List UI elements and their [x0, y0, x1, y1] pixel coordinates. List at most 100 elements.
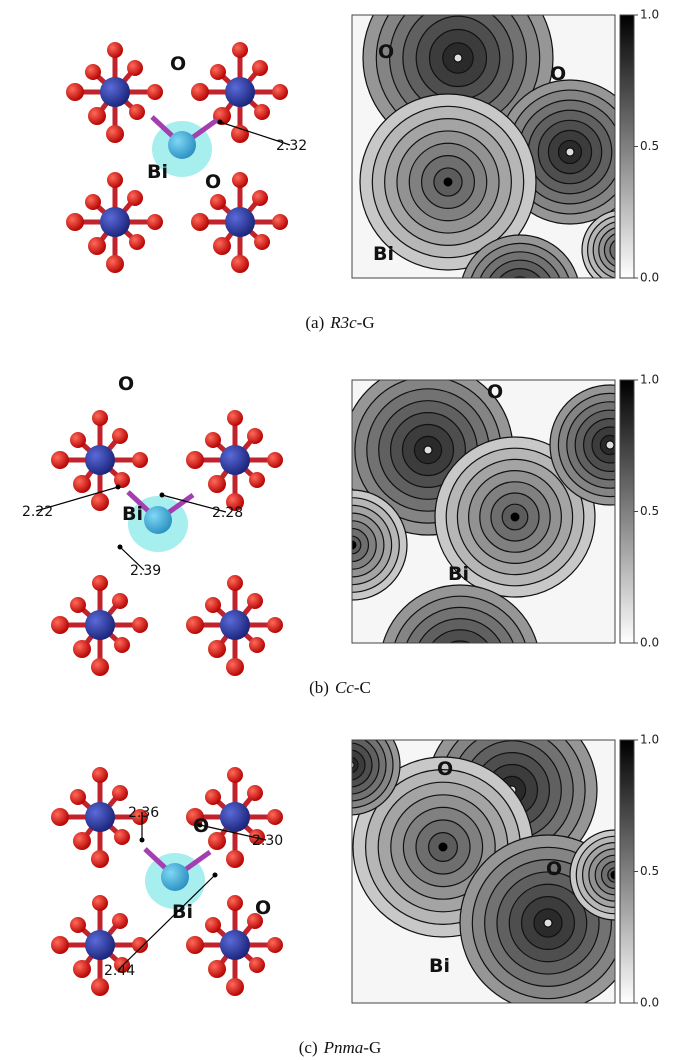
- oxygen-atom: [205, 432, 221, 448]
- oxygen-atom: [112, 785, 128, 801]
- oxygen-atom: [247, 593, 263, 609]
- oxygen-atom: [231, 125, 249, 143]
- oxygen-atom: [73, 640, 91, 658]
- oxygen-atom: [51, 451, 69, 469]
- oxygen-atom: [227, 895, 243, 911]
- oxygen-atom: [70, 597, 86, 613]
- contour-map: [300, 705, 660, 1011]
- leader-dot: [218, 120, 223, 125]
- atom-label: Bi: [172, 901, 193, 923]
- caption-label: (c): [299, 1038, 318, 1057]
- oxygen-atom: [147, 84, 163, 100]
- colorbar: [620, 15, 634, 278]
- oxygen-atom: [129, 104, 145, 120]
- b-atom: [85, 930, 115, 960]
- map-label: O: [550, 63, 566, 85]
- caption: (a)R3c-G: [305, 313, 374, 332]
- oxygen-atom: [186, 451, 204, 469]
- atom-label: Bi: [147, 161, 168, 183]
- colorbar: [620, 740, 634, 1003]
- figure: OBiO2.32OOBi0.00.51.0(a)R3c-GOBi2.222.28…: [0, 0, 681, 1060]
- atom-label: O: [170, 53, 186, 75]
- oxygen-atom: [107, 172, 123, 188]
- oxygen-atom: [232, 172, 248, 188]
- contour-core: [454, 54, 462, 62]
- colorbar-tick-label: 0.5: [640, 864, 659, 878]
- oxygen-atom: [247, 785, 263, 801]
- oxygen-atom: [70, 917, 86, 933]
- oxygen-atom: [210, 194, 226, 210]
- oxygen-atom: [88, 107, 106, 125]
- oxygen-atom: [205, 917, 221, 933]
- oxygen-atom: [191, 213, 209, 231]
- oxygen-atom: [272, 214, 288, 230]
- atom-label: O: [205, 171, 221, 193]
- oxygen-atom: [226, 658, 244, 676]
- colorbar-tick-label: 0.0: [640, 271, 659, 285]
- atom-label: O: [118, 373, 134, 395]
- oxygen-atom: [107, 42, 123, 58]
- oxygen-atom: [227, 767, 243, 783]
- oxygen-atom: [85, 64, 101, 80]
- contour: [335, 750, 365, 780]
- oxygen-atom: [91, 978, 109, 996]
- oxygen-atom: [127, 60, 143, 76]
- map-label: O: [546, 858, 562, 880]
- contour: [342, 757, 358, 773]
- caption: (b)Cc-C: [309, 678, 371, 697]
- oxygen-atom: [226, 978, 244, 996]
- oxygen-atom: [227, 410, 243, 426]
- distance-label: 2.28: [212, 505, 243, 521]
- oxygen-atom: [114, 829, 130, 845]
- atom-label: O: [255, 897, 271, 919]
- bi-atom: [144, 506, 172, 534]
- leader-dot: [213, 873, 218, 878]
- leader-dot: [160, 493, 165, 498]
- b-atom: [220, 802, 250, 832]
- b-atom: [85, 445, 115, 475]
- contour: [510, 285, 529, 304]
- map-label: O: [378, 41, 394, 63]
- b-atom: [85, 802, 115, 832]
- map-label: Bi: [373, 243, 394, 265]
- oxygen-atom: [227, 575, 243, 591]
- contour-core: [516, 291, 524, 299]
- distance-label: 2.22: [22, 504, 53, 520]
- distance-label: 2.36: [128, 805, 159, 821]
- colorbar-tick-label: 0.0: [640, 636, 659, 650]
- oxygen-atom: [112, 913, 128, 929]
- map-label: O: [487, 381, 503, 403]
- structure: [66, 42, 288, 273]
- oxygen-atom: [91, 493, 109, 511]
- colorbar-tick-label: 1.0: [640, 733, 659, 747]
- colorbar-tick-label: 0.5: [640, 504, 659, 518]
- contour-core: [606, 441, 614, 449]
- leader-dot: [140, 838, 145, 843]
- oxygen-atom: [205, 597, 221, 613]
- contour: [436, 641, 484, 689]
- b-atom: [225, 207, 255, 237]
- oxygen-atom: [249, 957, 265, 973]
- oxygen-atom: [70, 432, 86, 448]
- contour-core: [456, 661, 464, 669]
- oxygen-atom: [114, 637, 130, 653]
- oxygen-atom: [252, 190, 268, 206]
- contour-core: [444, 178, 452, 186]
- oxygen-atom: [70, 789, 86, 805]
- caption: (c)Pnma-G: [299, 1038, 382, 1057]
- map-label: Bi: [448, 563, 469, 585]
- oxygen-atom: [73, 960, 91, 978]
- caption-label: (b): [309, 678, 329, 697]
- distance-label: 2.30: [252, 833, 283, 849]
- oxygen-atom: [210, 64, 226, 80]
- oxygen-atom: [66, 213, 84, 231]
- oxygen-atom: [226, 850, 244, 868]
- oxygen-atom: [191, 83, 209, 101]
- leader-dot: [118, 545, 123, 550]
- oxygen-atom: [129, 234, 145, 250]
- colorbar-tick-label: 1.0: [640, 373, 659, 387]
- oxygen-atom: [132, 452, 148, 468]
- oxygen-atom: [249, 637, 265, 653]
- oxygen-atom: [73, 475, 91, 493]
